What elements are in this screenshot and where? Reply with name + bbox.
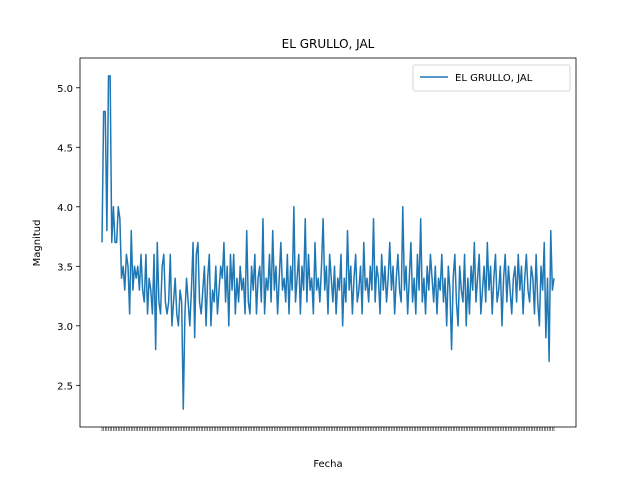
chart-title: EL GRULLO, JAL xyxy=(282,37,375,51)
legend: EL GRULLO, JAL xyxy=(412,64,571,92)
legend-entry-label: EL GRULLO, JAL xyxy=(455,73,533,84)
plot-area xyxy=(79,57,577,428)
series-layer xyxy=(101,75,555,410)
y-axis: 2.5 3.0 3.5 4.0 4.5 5.0 xyxy=(57,84,80,392)
y-tick-label: 3.5 xyxy=(57,262,73,273)
series-line-el-grullo xyxy=(101,75,555,410)
y-tick-label: 3.0 xyxy=(57,322,73,333)
y-tick-label: 2.5 xyxy=(57,381,73,392)
y-tick-label: 4.5 xyxy=(57,143,73,154)
y-tick-label: 5.0 xyxy=(57,84,73,95)
x-axis xyxy=(101,427,555,431)
y-tick-label: 4.0 xyxy=(57,203,73,214)
y-axis-title: Magnitud xyxy=(32,220,43,267)
x-axis-title: Fecha xyxy=(313,459,342,470)
legend-frame xyxy=(412,64,571,92)
plot-frame xyxy=(79,57,577,428)
